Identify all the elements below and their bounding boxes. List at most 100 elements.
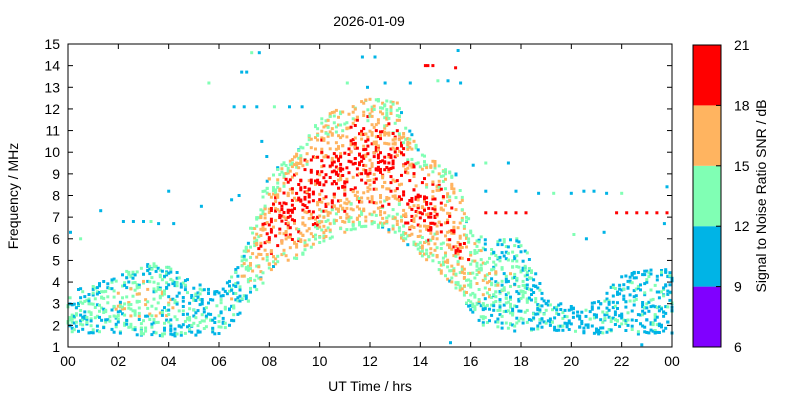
data-point — [469, 279, 473, 283]
data-point — [167, 303, 171, 307]
data-point — [303, 248, 307, 252]
data-point — [112, 304, 116, 308]
data-point — [311, 210, 315, 214]
data-point — [228, 323, 231, 327]
data-point — [77, 329, 80, 333]
data-point — [381, 159, 385, 163]
data-point — [519, 289, 523, 293]
data-point — [450, 182, 454, 186]
data-point — [358, 223, 361, 227]
data-point — [467, 299, 471, 302]
data-point — [379, 106, 382, 110]
data-point — [645, 318, 649, 322]
data-point — [276, 260, 280, 264]
data-point — [416, 205, 420, 209]
data-point — [87, 293, 91, 296]
data-point — [337, 186, 340, 190]
data-point — [129, 307, 133, 311]
data-point — [469, 229, 473, 233]
data-point — [613, 287, 617, 290]
data-point — [425, 185, 429, 189]
data-point — [89, 313, 93, 316]
data-point — [504, 274, 508, 278]
data-point — [345, 228, 349, 232]
data-point — [290, 203, 294, 207]
data-point — [431, 170, 435, 174]
data-point — [383, 180, 387, 184]
data-point — [322, 138, 326, 142]
data-point — [353, 145, 357, 149]
data-point — [622, 283, 626, 287]
data-point — [127, 325, 131, 329]
data-point — [383, 126, 387, 130]
data-point — [150, 333, 154, 337]
data-point — [368, 212, 372, 216]
data-point — [458, 236, 462, 240]
data-point — [525, 320, 529, 324]
data-point — [525, 273, 529, 277]
data-point — [316, 181, 320, 185]
data-point — [311, 235, 315, 238]
data-point — [509, 302, 512, 306]
data-point — [345, 177, 349, 181]
data-point — [582, 326, 586, 330]
y-tick-label: 1 — [52, 339, 60, 355]
data-point — [278, 213, 282, 217]
data-point — [290, 191, 294, 195]
y-tick-label: 12 — [44, 101, 60, 117]
data-point — [358, 163, 361, 167]
data-point — [267, 237, 271, 241]
data-point — [286, 258, 290, 262]
data-point — [129, 314, 133, 318]
data-point — [517, 291, 521, 295]
data-point — [504, 309, 508, 313]
data-point — [567, 319, 571, 323]
data-point — [171, 306, 175, 310]
colorbar-tick-label: 9 — [734, 279, 742, 295]
data-point — [433, 207, 437, 211]
data-point — [496, 243, 500, 247]
data-point — [544, 302, 548, 305]
data-point — [154, 269, 158, 273]
data-point — [435, 212, 439, 216]
data-point — [400, 141, 403, 145]
data-point — [286, 166, 290, 170]
data-point — [137, 314, 141, 318]
data-point — [362, 224, 366, 228]
data-point — [439, 271, 443, 275]
data-point — [188, 318, 192, 322]
data-point — [379, 200, 382, 204]
data-point — [286, 223, 290, 227]
data-point — [379, 196, 382, 200]
data-point — [559, 302, 563, 306]
data-point — [175, 276, 179, 280]
data-point — [293, 207, 296, 211]
data-point — [427, 228, 431, 232]
data-point — [509, 322, 512, 326]
data-point — [353, 118, 357, 122]
data-point — [532, 316, 536, 320]
data-point — [345, 180, 349, 184]
data-point — [481, 317, 485, 321]
data-point — [490, 252, 494, 256]
data-point — [257, 265, 261, 269]
data-point — [146, 279, 150, 283]
data-point — [286, 226, 290, 230]
data-point — [456, 262, 460, 266]
data-point — [641, 324, 645, 328]
data-point — [601, 326, 605, 330]
data-point — [110, 280, 114, 284]
data-point — [418, 246, 422, 249]
data-point — [116, 304, 120, 308]
data-point — [456, 49, 460, 52]
data-point — [645, 331, 649, 334]
data-point — [439, 174, 443, 178]
data-point — [165, 273, 169, 277]
data-point — [444, 187, 447, 191]
data-point — [462, 212, 466, 216]
data-point — [131, 276, 135, 280]
data-point — [391, 227, 395, 231]
data-point — [376, 146, 380, 150]
data-point — [379, 206, 382, 209]
data-point — [471, 291, 475, 295]
